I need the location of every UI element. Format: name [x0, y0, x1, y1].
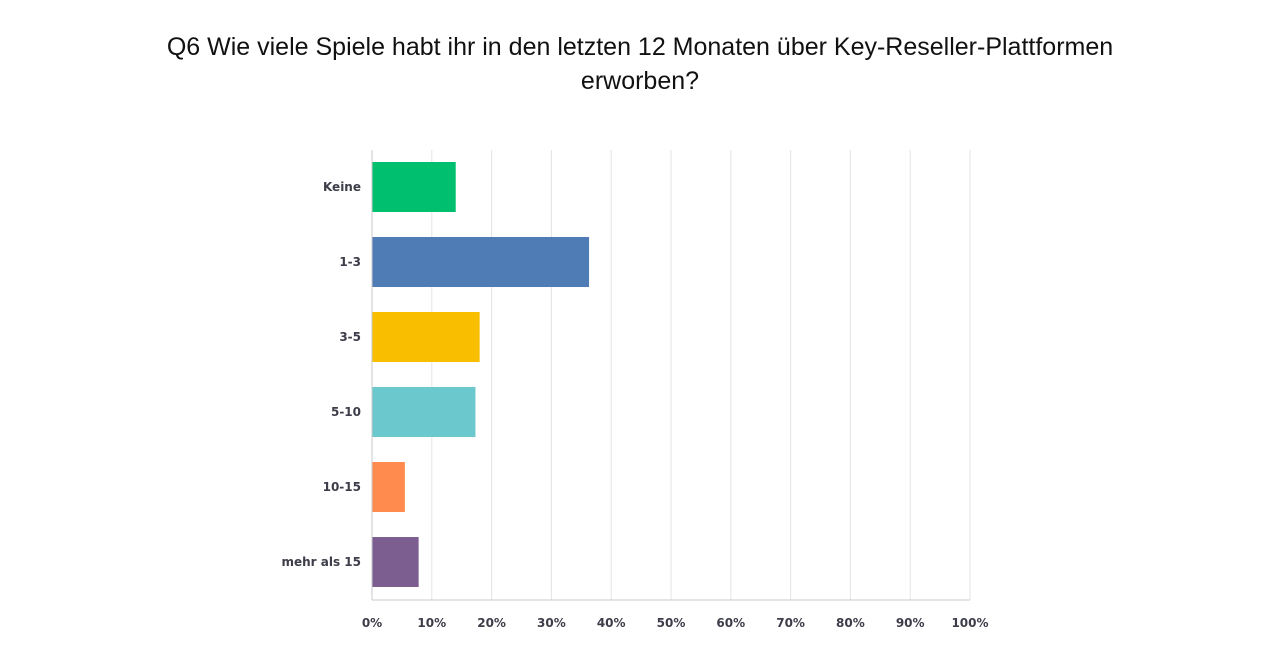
chart-title-line-1: Q6 Wie viele Spiele habt ihr in den letz…: [166, 33, 1114, 61]
chart-title-line-2: erworben?: [580, 67, 700, 95]
x-tick-label: 40%: [597, 616, 626, 630]
x-tick-label: 0%: [362, 616, 382, 630]
bars: [372, 162, 590, 587]
grid-lines: [431, 150, 971, 600]
bar: [372, 312, 480, 362]
category-label: 1-3: [339, 255, 361, 269]
bar: [372, 387, 476, 437]
x-tick-labels: 0% 10% 20% 30% 40% 50% 60% 70% 80% 90% 100%: [362, 616, 989, 630]
x-tick-label: 10%: [417, 616, 446, 630]
bar: [372, 162, 456, 212]
x-tick-label: 90%: [896, 616, 925, 630]
category-label: 10-15: [323, 480, 361, 494]
category-label: 3-5: [339, 330, 361, 344]
category-label: 5-10: [331, 405, 361, 419]
x-tick-label: 30%: [537, 616, 566, 630]
axes: [371, 150, 970, 601]
category-label: mehr als 15: [281, 555, 361, 569]
category-labels: Keine 1-3 3-5 5-10 10-15 mehr als 15: [281, 180, 361, 569]
bar: [372, 462, 405, 512]
x-tick-label: 20%: [477, 616, 506, 630]
x-tick-label: 70%: [776, 616, 805, 630]
bar: [372, 237, 590, 287]
x-tick-label: 60%: [716, 616, 745, 630]
category-label: Keine: [323, 180, 361, 194]
x-tick-label: 50%: [657, 616, 686, 630]
x-tick-label: 100%: [951, 616, 988, 630]
chart-title: Q6 Wie viele Spiele habt ihr in den letz…: [40, 30, 1240, 98]
bar: [372, 537, 419, 587]
x-tick-label: 80%: [836, 616, 865, 630]
